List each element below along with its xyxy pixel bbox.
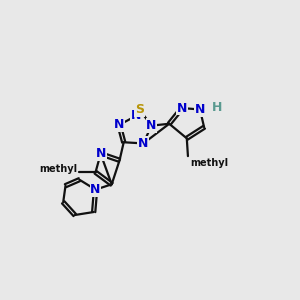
Text: N: N [177, 102, 187, 115]
Text: H: H [212, 100, 223, 114]
Text: N: N [138, 137, 148, 150]
Text: N: N [131, 109, 142, 122]
Text: S: S [135, 103, 144, 116]
Text: N: N [195, 103, 205, 116]
Text: N: N [90, 183, 101, 196]
Text: N: N [146, 119, 157, 132]
Text: N: N [95, 147, 106, 160]
Text: N: N [114, 118, 124, 131]
Text: methyl: methyl [39, 164, 77, 174]
Text: methyl: methyl [191, 158, 229, 168]
